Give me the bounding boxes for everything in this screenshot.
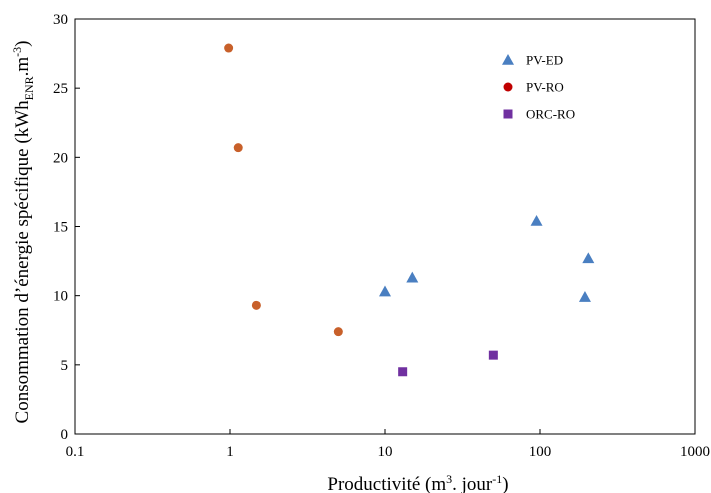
y-tick-label: 25 bbox=[53, 81, 68, 97]
series-pv-ed bbox=[379, 214, 595, 302]
x-tick-label: 1 bbox=[226, 444, 234, 460]
y-axis-title-sub: ENR bbox=[22, 76, 36, 100]
legend-label: ORC-RO bbox=[526, 107, 575, 122]
y-tick-label: 20 bbox=[53, 150, 68, 166]
y-axis-title: Consommation d’énergie spécifique (kWhEN… bbox=[10, 41, 36, 424]
y-axis: 0 5 10 15 20 25 30 bbox=[53, 12, 80, 443]
data-point bbox=[233, 143, 243, 153]
data-point bbox=[224, 43, 234, 53]
data-point bbox=[578, 291, 591, 302]
y-axis-title-sup: -3 bbox=[10, 47, 24, 57]
x-axis-title-sup1: 3 bbox=[446, 472, 452, 486]
x-tick-label: 0.1 bbox=[66, 444, 85, 460]
y-tick-label: 10 bbox=[53, 289, 68, 305]
data-point bbox=[333, 327, 343, 337]
data-point bbox=[379, 285, 391, 297]
x-axis: 0.1 1 10 100 1000 bbox=[66, 429, 710, 460]
data-point bbox=[398, 367, 408, 377]
plot-area-border bbox=[74, 18, 696, 435]
legend-marker bbox=[502, 54, 514, 65]
y-axis-title-mid: .m bbox=[12, 57, 33, 77]
y-axis-title-end: ) bbox=[12, 41, 33, 47]
legend-marker bbox=[503, 109, 513, 119]
y-tick-label: 30 bbox=[53, 12, 68, 28]
data-point bbox=[406, 271, 419, 283]
x-axis-title-sup2: -1 bbox=[492, 472, 502, 486]
x-tick-label: 10 bbox=[378, 444, 393, 460]
y-tick-label: 15 bbox=[53, 220, 68, 236]
data-point bbox=[251, 300, 261, 310]
legend-label: PV-ED bbox=[526, 53, 563, 68]
series-orc-ro bbox=[398, 350, 498, 377]
x-tick-label: 1000 bbox=[680, 444, 710, 460]
x-axis-title-end: ) bbox=[502, 474, 508, 493]
legend-marker bbox=[503, 82, 513, 92]
legend-label: PV-RO bbox=[526, 80, 564, 95]
legend: PV-ED PV-RO ORC-RO bbox=[502, 53, 575, 122]
data-point bbox=[488, 350, 498, 360]
x-axis-title-mid: . jour bbox=[452, 474, 493, 493]
data-point bbox=[530, 214, 543, 226]
data-points bbox=[224, 43, 595, 377]
y-tick-label: 5 bbox=[61, 358, 69, 374]
data-point bbox=[582, 252, 595, 264]
y-tick-label: 0 bbox=[61, 427, 69, 443]
x-axis-title: Productivité (m3. jour-1) bbox=[327, 472, 508, 493]
x-tick-label: 100 bbox=[529, 444, 552, 460]
series-pv-ro bbox=[224, 43, 343, 337]
